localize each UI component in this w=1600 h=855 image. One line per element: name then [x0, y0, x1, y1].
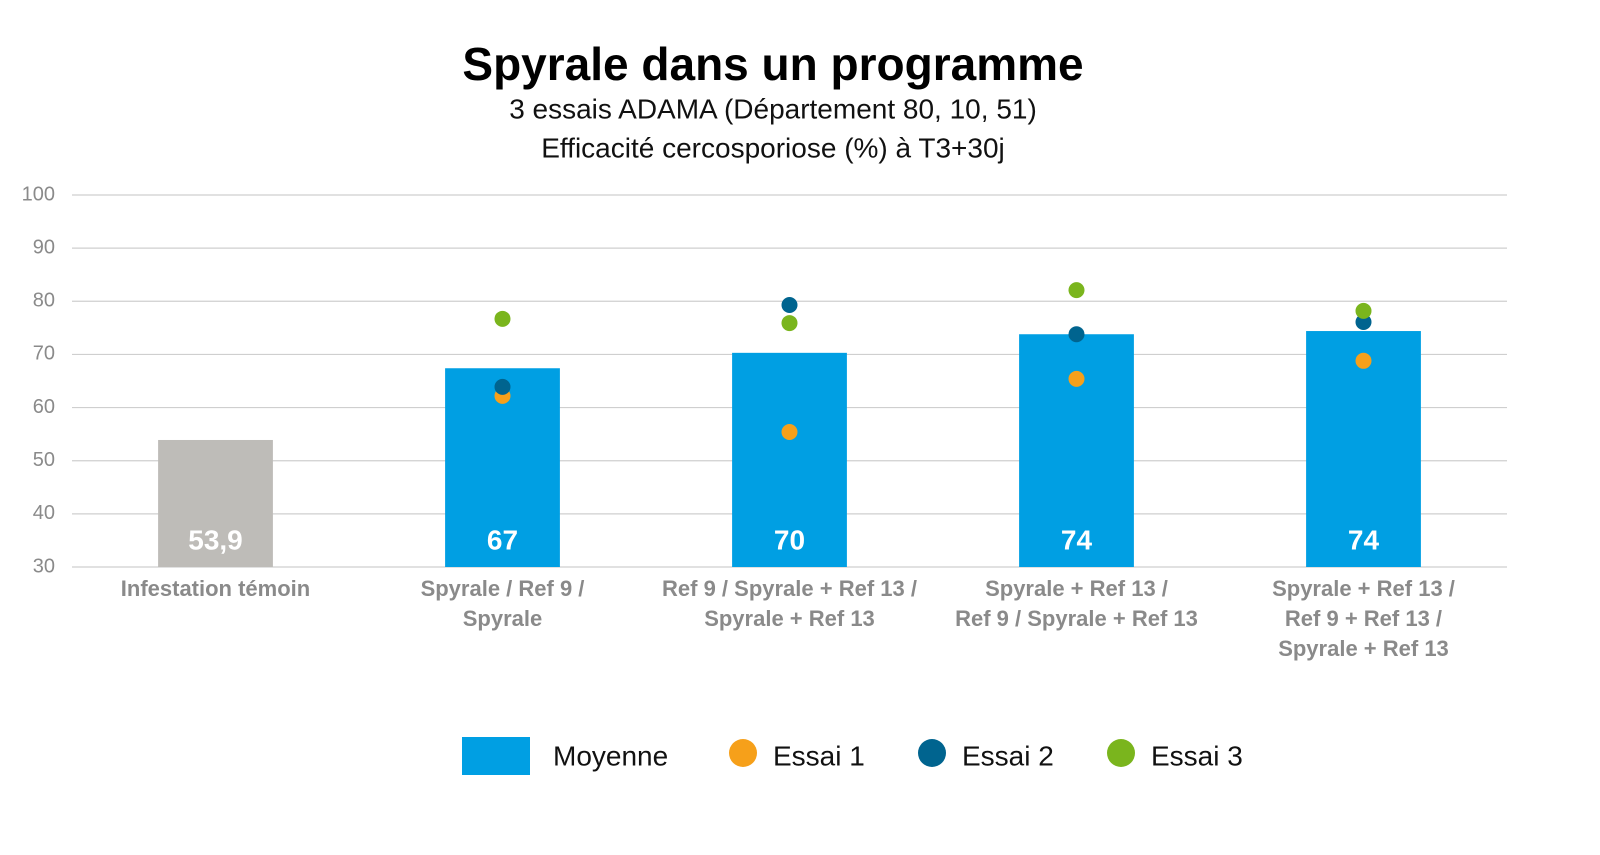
legend-swatch — [729, 739, 757, 767]
legend-label: Essai 1 — [773, 740, 865, 771]
x-tick-label: Infestation témoin — [121, 576, 310, 601]
dot — [494, 378, 511, 395]
x-tick-label: Ref 9 / Spyrale + Ref 13 — [955, 606, 1198, 631]
dot — [1355, 302, 1372, 319]
dot — [781, 297, 798, 314]
value-label: 74 — [1061, 524, 1093, 555]
value-label: 74 — [1348, 524, 1380, 555]
y-tick-label: 60 — [33, 396, 55, 418]
x-tick-label: Spyrale / Ref 9 / — [421, 576, 585, 601]
x-tick-label: Spyrale + Ref 13 / — [985, 576, 1168, 601]
dot — [1355, 352, 1372, 369]
bar — [158, 439, 273, 567]
x-tick-label: Spyrale + Ref 13 / — [1272, 576, 1455, 601]
legend-swatch — [1107, 739, 1135, 767]
dot — [1068, 370, 1085, 387]
dot — [1355, 314, 1372, 331]
dot — [781, 424, 798, 441]
y-tick-label: 50 — [33, 449, 55, 471]
y-tick-label: 40 — [33, 502, 55, 524]
x-tick-label: Spyrale — [463, 606, 543, 631]
bar — [1306, 331, 1421, 567]
x-tick-label: Ref 9 / Spyrale + Ref 13 / — [662, 576, 917, 601]
y-tick-label: 100 — [22, 183, 55, 205]
legend-label: Essai 2 — [962, 740, 1054, 771]
dot — [1068, 326, 1085, 343]
bar — [732, 352, 847, 567]
x-tick-label: Spyrale + Ref 13 — [704, 606, 875, 631]
y-tick-label: 70 — [33, 343, 55, 365]
legend-label: Moyenne — [553, 740, 668, 771]
chart-subtitle: 3 essais ADAMA (Département 80, 10, 51) — [509, 93, 1037, 124]
y-tick-label: 90 — [33, 236, 55, 258]
dot — [1068, 282, 1085, 299]
value-label: 53,9 — [188, 524, 243, 555]
chart-title: Spyrale dans un programme — [462, 38, 1083, 90]
dot — [494, 310, 511, 327]
y-tick-label: 80 — [33, 290, 55, 312]
y-tick-label: 30 — [33, 555, 55, 577]
legend-label: Essai 3 — [1151, 740, 1243, 771]
x-tick-label: Ref 9 + Ref 13 / — [1285, 606, 1442, 631]
chart-subtitle: Efficacité cercosporiose (%) à T3+30j — [541, 132, 1005, 163]
legend-swatch — [462, 737, 530, 775]
dot — [781, 315, 798, 332]
value-label: 67 — [487, 524, 518, 555]
value-label: 70 — [774, 524, 805, 555]
legend-swatch — [918, 739, 946, 767]
x-tick-label: Spyrale + Ref 13 — [1278, 636, 1449, 661]
